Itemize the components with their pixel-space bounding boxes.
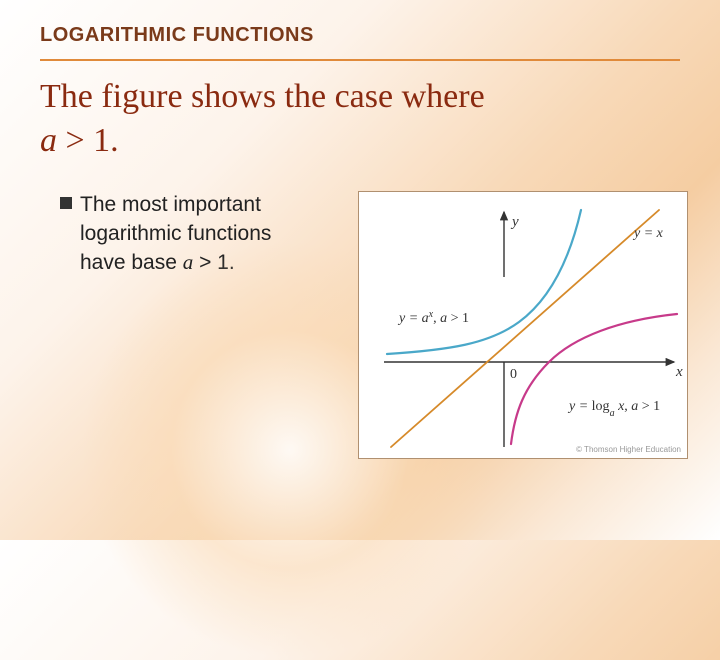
main-text: The figure shows the case where a > 1. [0, 61, 720, 163]
svg-text:y: y [510, 214, 519, 230]
figure-chart: x y 0 y = x y = ax, a > 1 y = loga x, a > 1 ©… [358, 191, 688, 459]
section-title: LOGARITHMIC FUNCTIONS [40, 24, 680, 47]
svg-text:0: 0 [510, 367, 517, 382]
bullet-l3b: > 1. [193, 251, 234, 274]
figure-attribution: © Thomson Higher Education [576, 445, 681, 454]
bullet-text: The most important logarithmic functions… [80, 191, 271, 277]
chart-svg: x y 0 y = x y = ax, a > 1 y = loga x, a > 1 [359, 192, 689, 460]
main-line1: The figure shows the case where [40, 78, 485, 115]
svg-text:y = loga x, a > 1: y = loga x, a > 1 [567, 399, 660, 419]
svg-text:y = ax, a > 1: y = ax, a > 1 [397, 309, 469, 327]
bullet-l3v: a [183, 250, 194, 274]
bullet-item: The most important logarithmic functions… [60, 191, 340, 277]
bullet-l2: logarithmic functions [80, 222, 271, 245]
bullet-l1: The most important [80, 193, 261, 216]
svg-text:x: x [675, 364, 683, 380]
main-line2-rest: > 1. [57, 122, 119, 159]
bullet-marker-icon [60, 197, 72, 209]
main-var: a [40, 122, 57, 159]
bullet-l3a: have base [80, 251, 183, 274]
svg-text:y = x: y = x [632, 226, 664, 241]
